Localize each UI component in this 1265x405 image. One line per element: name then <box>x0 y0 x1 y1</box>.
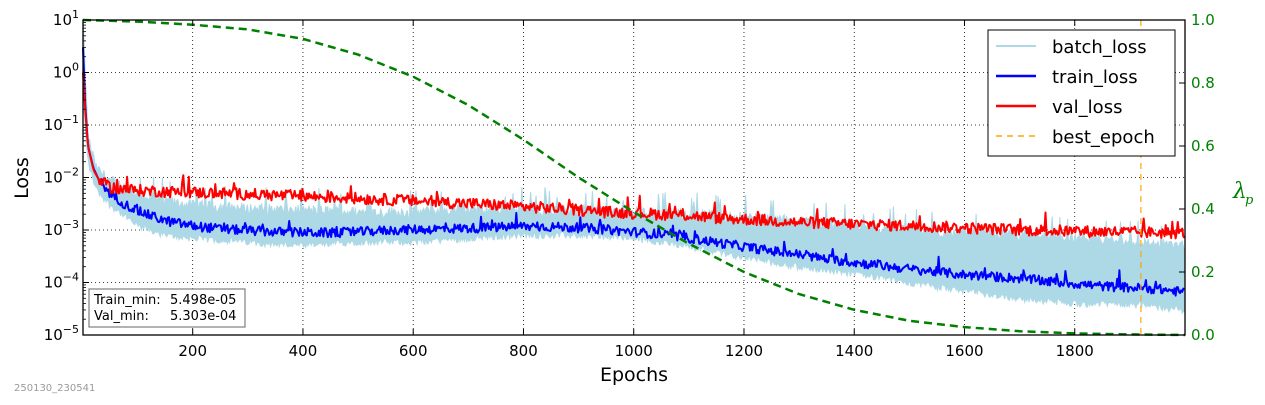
legend-frame <box>987 29 1176 157</box>
x-tick-label: 1600 <box>945 342 983 360</box>
x-tick-label: 1000 <box>615 342 653 360</box>
y-tick-label: 10−2 <box>44 166 79 187</box>
val-min-label: Val_min: <box>94 309 149 324</box>
y-tick-label: 10−3 <box>44 218 79 239</box>
train-min-value: 5.498e-05 <box>170 293 236 308</box>
y2-tick-label: 1.0 <box>1191 11 1215 29</box>
x-tick-label: 600 <box>399 342 428 360</box>
y2-tick-label: 0.4 <box>1191 200 1215 218</box>
timestamp-footer: 250130_230541 <box>14 383 96 394</box>
y2-tick-label: 0.2 <box>1191 263 1215 281</box>
legend: batch_loss train_loss val_loss best_epoc… <box>987 29 1176 157</box>
train-min-label: Train_min: <box>93 293 161 308</box>
x-tick-label: 200 <box>178 342 207 360</box>
series-val-loss-line <box>82 72 1186 240</box>
min-annotation: Train_min: 5.498e-05 Val_min: 5.303e-04 <box>88 288 246 328</box>
x-tick-label: 1200 <box>725 342 763 360</box>
y-tick-label: 100 <box>53 61 79 82</box>
legend-label-best-epoch: best_epoch <box>1052 127 1155 148</box>
y2-axis-label: λ p <box>1232 179 1254 208</box>
x-tick-label: 1400 <box>835 342 873 360</box>
y-tick-label: 101 <box>53 8 79 29</box>
y2-tick-label: 0.6 <box>1191 137 1215 155</box>
x-axis-label: Epochs <box>600 364 668 386</box>
x-tick-label: 1800 <box>1056 342 1094 360</box>
x-tick-label: 800 <box>509 342 538 360</box>
y2-axis-label-sub: p <box>1245 193 1254 208</box>
legend-label-train-loss: train_loss <box>1052 67 1138 88</box>
y2-axis-label-main: λ <box>1232 179 1247 204</box>
x-tick-label: 400 <box>289 342 318 360</box>
y-axis-label: Loss <box>11 157 33 199</box>
legend-label-batch-loss: batch_loss <box>1052 37 1147 58</box>
val-min-value: 5.303e-04 <box>170 309 236 324</box>
y2-tick-label: 0.8 <box>1191 74 1215 92</box>
y-tick-label: 10−1 <box>44 113 79 134</box>
legend-label-val-loss: val_loss <box>1052 97 1122 118</box>
y-tick-label: 10−4 <box>44 271 79 292</box>
annotation-box <box>88 288 246 328</box>
y-tick-label: 10−5 <box>44 323 79 344</box>
series-train-loss-line <box>82 47 1185 297</box>
y2-tick-label: 0.0 <box>1191 326 1215 344</box>
series-lambda-p-line <box>82 18 1186 337</box>
